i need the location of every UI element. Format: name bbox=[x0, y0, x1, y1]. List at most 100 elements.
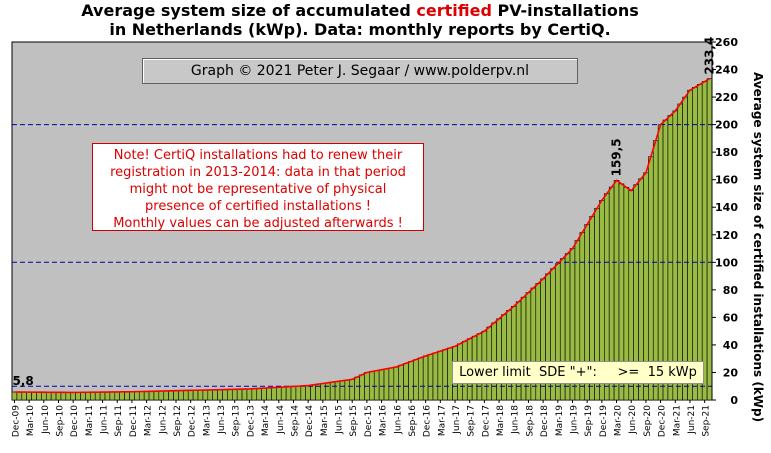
y-tick-label: 160 bbox=[715, 174, 738, 187]
bar bbox=[231, 389, 238, 401]
bar bbox=[217, 389, 223, 401]
bar bbox=[373, 370, 380, 401]
bar bbox=[99, 391, 106, 401]
x-tick-label: Mar-13 bbox=[202, 405, 212, 436]
bar bbox=[138, 391, 145, 401]
bar bbox=[398, 364, 404, 401]
trend-line bbox=[14, 77, 710, 394]
x-tick-label: Mar-18 bbox=[496, 405, 506, 436]
y-tick-label: 200 bbox=[715, 119, 738, 132]
bar bbox=[378, 369, 385, 401]
bar bbox=[393, 366, 400, 401]
bar bbox=[143, 391, 150, 401]
x-tick-label: Mar-21 bbox=[672, 405, 682, 436]
bar bbox=[134, 391, 140, 401]
bar bbox=[212, 389, 218, 401]
bar bbox=[692, 87, 698, 401]
bar bbox=[442, 349, 448, 401]
bar bbox=[677, 103, 683, 401]
note-box: Note! CertiQ installations had to renew … bbox=[92, 143, 424, 231]
bar bbox=[236, 388, 243, 401]
x-tick-label: Sep-10 bbox=[56, 405, 66, 437]
y-tick-label: 260 bbox=[715, 36, 738, 49]
chart-subtitle: in Netherlands (kWp). Data: monthly repo… bbox=[109, 20, 611, 39]
bar bbox=[706, 78, 713, 401]
title-highlight: certified bbox=[416, 1, 492, 20]
bar bbox=[256, 388, 262, 401]
bar bbox=[202, 389, 209, 401]
bar bbox=[667, 115, 674, 401]
bar bbox=[417, 357, 424, 401]
x-tick-label: Sep-16 bbox=[408, 405, 418, 437]
y-tick-label: 80 bbox=[723, 284, 739, 297]
data-annotation: 5,8 bbox=[12, 374, 33, 388]
x-tick-label: Dec-13 bbox=[246, 405, 256, 437]
bar bbox=[672, 110, 679, 401]
bar bbox=[520, 296, 527, 401]
x-tick-label: Dec-20 bbox=[658, 405, 668, 437]
data-annotation: 233,4 bbox=[703, 37, 717, 75]
bar bbox=[163, 390, 169, 401]
bar bbox=[403, 362, 409, 401]
bar bbox=[21, 391, 27, 401]
bar bbox=[339, 380, 346, 401]
bar bbox=[266, 387, 272, 401]
x-tick-label: Sep-21 bbox=[702, 405, 712, 437]
bar bbox=[251, 388, 258, 401]
bar bbox=[427, 354, 434, 401]
x-tick-label: Mar-20 bbox=[614, 405, 624, 436]
bar bbox=[687, 89, 693, 401]
y-tick-label: 60 bbox=[723, 311, 739, 324]
y-tick-label: 120 bbox=[715, 229, 738, 242]
x-tick-label: Sep-15 bbox=[349, 405, 359, 437]
bar bbox=[75, 392, 81, 401]
bar bbox=[114, 391, 121, 401]
x-tick-label: Sep-19 bbox=[584, 405, 594, 437]
x-tick-label: Mar-14 bbox=[261, 405, 271, 436]
x-tick-label: Sep-20 bbox=[643, 405, 653, 437]
bar bbox=[45, 391, 52, 401]
bar bbox=[36, 391, 42, 401]
bar bbox=[344, 379, 351, 401]
x-tick-label: Sep-18 bbox=[525, 405, 535, 437]
x-tick-label: Jun-20 bbox=[628, 405, 638, 435]
bar bbox=[408, 361, 414, 401]
x-tick-label: Mar-19 bbox=[555, 405, 565, 436]
bar bbox=[173, 390, 179, 401]
bar bbox=[124, 391, 130, 401]
bar bbox=[383, 368, 390, 401]
x-tick-label: Dec-16 bbox=[423, 405, 433, 437]
bar bbox=[276, 386, 282, 401]
bar bbox=[300, 385, 307, 401]
x-tick-label: Sep-12 bbox=[173, 405, 183, 437]
bar bbox=[413, 359, 419, 401]
bar bbox=[207, 389, 214, 401]
bar bbox=[60, 392, 67, 401]
x-tick-label: Mar-11 bbox=[85, 405, 95, 436]
x-tick-label: Jun-18 bbox=[511, 405, 521, 435]
bar bbox=[222, 389, 228, 401]
x-tick-label: Mar-17 bbox=[437, 405, 447, 436]
x-tick-label: Dec-10 bbox=[70, 405, 80, 437]
y-tick-label: 20 bbox=[723, 366, 739, 379]
bar bbox=[354, 376, 360, 401]
x-tick-label: Dec-17 bbox=[481, 405, 491, 437]
bar bbox=[246, 388, 253, 401]
bar bbox=[183, 390, 189, 401]
bar bbox=[104, 391, 111, 401]
x-tick-label: Mar-12 bbox=[144, 405, 154, 436]
x-tick-label: Mar-10 bbox=[26, 405, 36, 436]
data-annotation: 159,5 bbox=[610, 138, 624, 176]
x-tick-label: Jun-15 bbox=[335, 405, 345, 435]
chart-title: Average system size of accumulated certi… bbox=[81, 1, 639, 20]
note-line: registration in 2013-2014: data in that … bbox=[110, 165, 406, 180]
credit-box: Graph © 2021 Peter J. Segaar / www.polde… bbox=[142, 58, 578, 84]
bar bbox=[168, 390, 174, 401]
bar bbox=[16, 391, 23, 401]
y-tick-label: 0 bbox=[730, 394, 738, 407]
x-tick-label: Jun-10 bbox=[41, 405, 51, 435]
x-tick-label: Mar-15 bbox=[320, 405, 330, 436]
bar bbox=[85, 391, 91, 401]
bar bbox=[261, 387, 267, 401]
bar bbox=[515, 301, 522, 401]
